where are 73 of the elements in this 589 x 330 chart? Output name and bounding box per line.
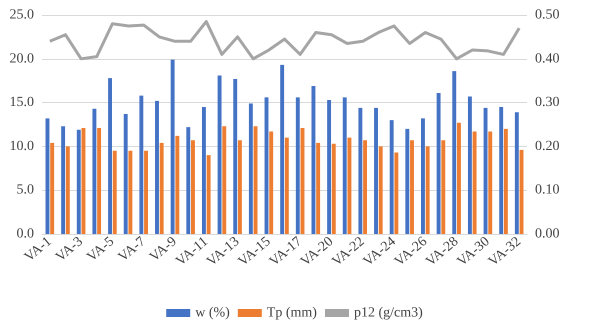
x-tick-label: VA-3 xyxy=(53,234,86,266)
bar xyxy=(66,146,70,234)
bar xyxy=(421,118,425,234)
line-series xyxy=(48,20,521,60)
y2-tick-label: 0.20 xyxy=(535,138,560,154)
bar xyxy=(410,140,414,234)
bar xyxy=(97,128,102,234)
bar xyxy=(254,126,258,234)
y2-tick-label: 0.00 xyxy=(535,226,560,242)
bar xyxy=(108,78,112,234)
bar xyxy=(61,126,66,234)
x-tick-label: VA-7 xyxy=(116,234,149,266)
y-tick-label: 15.0 xyxy=(10,95,34,110)
bar xyxy=(46,118,50,234)
bar xyxy=(280,64,284,234)
bar xyxy=(456,122,461,234)
bar xyxy=(269,132,274,234)
legend-label: p12 (g/cm3) xyxy=(354,306,424,320)
bar xyxy=(124,114,128,234)
bar xyxy=(92,108,96,234)
bar xyxy=(316,142,320,234)
y-tick-label: 20.0 xyxy=(10,51,34,66)
bar xyxy=(436,92,441,234)
bar xyxy=(139,96,144,234)
bar xyxy=(363,140,368,234)
bar xyxy=(264,97,268,234)
bar xyxy=(238,140,242,234)
y2-tick-label: 0.30 xyxy=(535,95,560,110)
bar xyxy=(186,127,190,234)
bar xyxy=(50,142,54,234)
y2-tick-label: 0.10 xyxy=(535,182,560,198)
bar xyxy=(390,120,394,234)
y2-tick-label: 0.40 xyxy=(535,51,560,66)
bar xyxy=(347,138,352,234)
bar xyxy=(504,128,508,234)
bar xyxy=(484,108,488,234)
bar xyxy=(358,108,362,234)
bar xyxy=(175,136,180,234)
bar xyxy=(311,86,316,234)
bar xyxy=(499,106,504,234)
bar xyxy=(248,103,253,234)
bar xyxy=(160,142,164,234)
bar xyxy=(374,108,378,234)
bar xyxy=(394,152,398,234)
bar xyxy=(202,106,206,234)
legend-label: Tp (mm) xyxy=(266,306,318,320)
bar xyxy=(300,128,304,234)
bar xyxy=(296,97,300,234)
bar xyxy=(452,71,456,234)
y2-tick-label: 0.50 xyxy=(535,8,560,22)
bar xyxy=(191,140,195,234)
y-tick-label: 0.0 xyxy=(16,226,34,242)
bar xyxy=(472,132,477,234)
bar xyxy=(441,140,446,234)
bar xyxy=(327,100,332,234)
bar xyxy=(284,138,289,234)
bar xyxy=(520,150,524,234)
bar xyxy=(155,100,159,234)
y-tick-label: 25.0 xyxy=(10,8,34,22)
y-tick-label: 10.0 xyxy=(10,138,34,154)
bar xyxy=(405,128,410,234)
bar xyxy=(170,60,175,234)
bar xyxy=(144,150,148,234)
bar xyxy=(206,155,211,234)
legend-label: w (%) xyxy=(195,306,230,320)
bar xyxy=(514,112,519,234)
bar xyxy=(82,128,86,234)
y-tick-label: 5.0 xyxy=(16,182,34,198)
bar xyxy=(426,146,430,234)
bar xyxy=(468,96,472,234)
bar xyxy=(218,75,222,234)
x-tick-label: VA-5 xyxy=(84,234,118,266)
bar xyxy=(128,150,132,234)
